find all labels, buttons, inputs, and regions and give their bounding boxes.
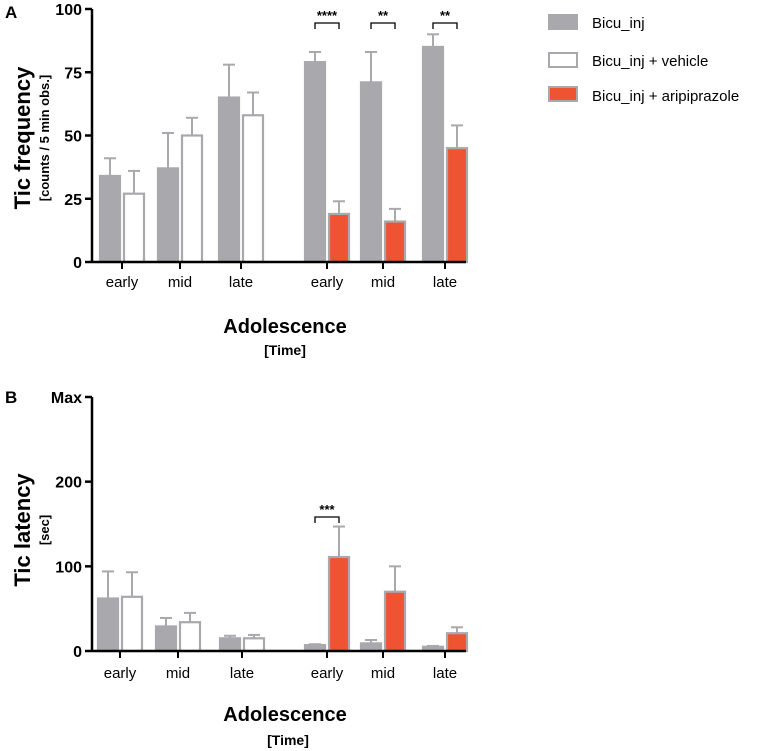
panel-a-ytick-label-3: 75 — [64, 65, 82, 82]
panel-b-bar-5-aripiprazole — [445, 632, 469, 653]
panel-b-xtick-2: late — [230, 665, 254, 682]
panel-a-bar-2-bicu — [217, 96, 241, 264]
legend-swatch-aripiprazole — [548, 86, 578, 102]
panel-a-ylabel-sub: [counts / 5 min obs.] — [37, 75, 52, 201]
panel-b-xtick-4: mid — [371, 665, 395, 682]
panel-b-sig-label-3: *** — [319, 502, 335, 517]
panel-a-bar-0-bicu — [98, 174, 122, 264]
panel-b-ytick-label-3: Max — [51, 390, 82, 407]
panel-a-sig-label-3: **** — [317, 8, 338, 23]
panel-a-plot: early mid late early **** mid ** late ** 0 25 50 75 1… — [55, 2, 469, 291]
panel-a-xtick-1: mid — [168, 274, 192, 291]
panel-b-ytick-label-2: 200 — [55, 475, 82, 492]
panel-b-bar-4-aripiprazole — [383, 590, 407, 653]
panel-a-xtick-2: late — [229, 274, 253, 291]
panel-b-bar-0-vehicle — [120, 595, 144, 653]
panel-b-bar-2-vehicle — [242, 637, 266, 653]
panel-b-letter: B — [5, 388, 17, 407]
panel-b-bar-0-bicu — [96, 597, 120, 653]
legend-swatch-vehicle — [548, 52, 578, 68]
panel-b-xtick-1: mid — [166, 665, 190, 682]
panel-a-sig-bracket-3 — [314, 22, 340, 29]
legend-label-bicu: Bicu_inj — [592, 15, 645, 32]
panel-a-bar-3-bicu — [303, 61, 327, 264]
panel-a-xlabel: Adolescence — [223, 316, 346, 338]
panel-b-xlabel: Adolescence — [223, 704, 346, 726]
panel-a-bar-1-vehicle — [180, 134, 204, 264]
legend-swatch-bicu — [548, 14, 578, 30]
panel-a-bar-5-bicu — [421, 45, 445, 264]
panel-a-xlabel-sub: [Time] — [264, 342, 306, 358]
panel-a-bar-5-aripiprazole — [445, 147, 469, 264]
panel-b-ylabel-sub: [sec] — [37, 515, 52, 545]
legend: Bicu_inj Bicu_inj + vehicle Bicu_inj + a… — [548, 14, 739, 105]
panel-a-xtick-5: late — [433, 274, 457, 291]
panel-b-bar-1-vehicle — [178, 621, 202, 653]
panel-b-ytick-label-1: 100 — [55, 559, 82, 576]
panel-a-letter: A — [5, 3, 17, 22]
panel-a-ytick-label-2: 50 — [64, 129, 82, 146]
panel-a-sig-label-4: ** — [378, 8, 389, 23]
panel-a-ytick-label-0: 0 — [73, 255, 82, 272]
legend-label-vehicle: Bicu_inj + vehicle — [592, 53, 708, 70]
panel-a-bar-0-vehicle — [122, 192, 146, 264]
panel-a-sig-label-5: ** — [440, 8, 451, 23]
panel-a-bar-3-aripiprazole — [327, 212, 351, 264]
panel-b-bar-2-bicu — [218, 637, 242, 653]
panel-a-xtick-3: early — [311, 274, 344, 291]
panel-b-plot: early mid late early *** mid late 0 100 200 Max — [51, 390, 469, 682]
panel-a-xtick-4: mid — [371, 274, 395, 291]
panel-b-bar-3-aripiprazole — [327, 555, 351, 653]
panel-b-xtick-5: late — [433, 665, 457, 682]
panel-a-sig-bracket-5 — [432, 22, 458, 29]
panel-b-bar-1-bicu — [154, 625, 178, 653]
panel-b-ylabel: Tic latency — [10, 473, 35, 587]
panel-b-xtick-3: early — [311, 665, 344, 682]
panel-a-bar-2-vehicle — [241, 114, 265, 264]
panel-b-sig-bracket-3 — [314, 516, 340, 523]
panel-b-xtick-0: early — [104, 665, 137, 682]
legend-label-aripiprazole: Bicu_inj + aripiprazole — [592, 88, 739, 105]
panel-a-bar-4-bicu — [359, 81, 383, 264]
panel-b-xlabel-sub: [Time] — [267, 732, 309, 748]
panel-a-sig-bracket-4 — [370, 22, 396, 29]
panel-b-ytick-label-0: 0 — [73, 644, 82, 661]
panel-a-bar-4-aripiprazole — [383, 220, 407, 264]
panel-a-ytick-label-4: 100 — [55, 2, 82, 19]
panel-a-ytick-label-1: 25 — [64, 192, 82, 209]
panel-a-xtick-0: early — [106, 274, 139, 291]
panel-a-ylabel: Tic frequency — [10, 66, 35, 209]
panel-a-bar-1-bicu — [156, 167, 180, 264]
